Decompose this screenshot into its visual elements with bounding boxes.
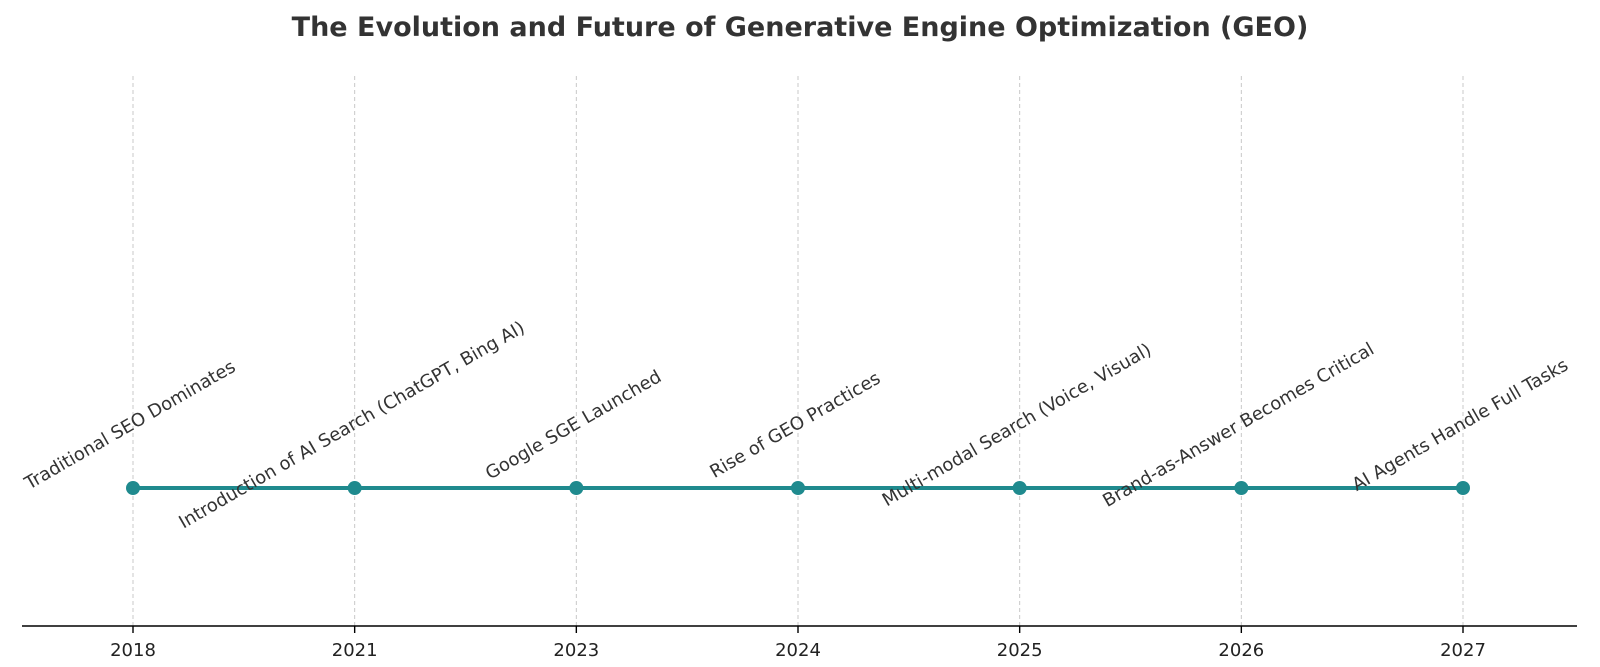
x-tick-label: 2023 [553,640,599,661]
event-label-2023: Google SGE Launched [482,366,665,484]
timeline-point-2021 [347,481,362,495]
timeline-point-2023 [569,481,584,495]
x-tick-label: 2027 [1440,640,1486,661]
timeline-point-2026 [1234,481,1249,495]
timeline-point-2027 [1456,481,1470,495]
x-tick-label: 2021 [332,640,378,661]
x-tick-label: 2024 [775,640,821,661]
event-label-2024: Rise of GEO Practices [706,368,884,483]
timeline-point-2025 [1012,481,1027,495]
timeline-point-2024 [791,481,805,495]
event-label-2027: AI Agents Handle Full Tasks [1349,355,1572,496]
x-tick-label: 2026 [1218,640,1264,661]
timeline-points [126,481,1470,495]
event-label-2018: Traditional SEO Dominates [20,356,239,494]
chart-title: The Evolution and Future of Generative E… [292,12,1309,43]
grid-lines [132,76,1464,626]
event-label-2021: Introduction of AI Search (ChatGPT, Bing… [175,317,528,533]
x-tick-label: 2018 [110,640,156,661]
timeline-point-2018 [126,481,140,495]
x-tick-label: 2025 [997,640,1043,661]
x-axis-ticks: 2018 2021 2023 2024 2025 2026 2027 [110,626,1486,661]
